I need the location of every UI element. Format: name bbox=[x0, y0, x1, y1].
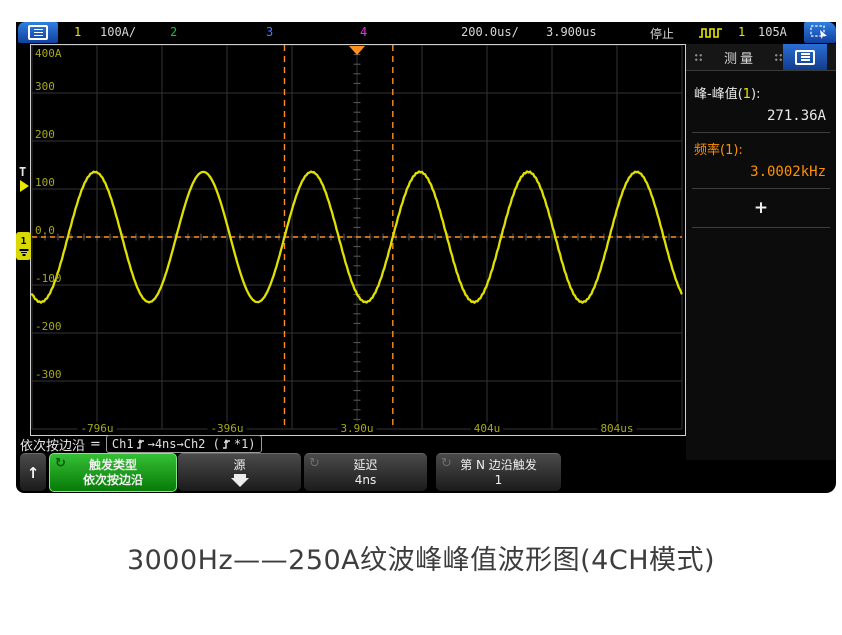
measurement-list: 峰-峰值(1): 271.36A 频率(1): 3.0002kHz + bbox=[686, 71, 836, 228]
softkey-nth-edge[interactable]: ↻ 第 N 边沿触发 1 bbox=[436, 453, 561, 491]
svg-text:-100: -100 bbox=[35, 272, 62, 285]
pointer-select-icon bbox=[810, 25, 827, 39]
svg-text:3.90u: 3.90u bbox=[340, 422, 373, 435]
delay-readout[interactable]: 3.900us bbox=[546, 25, 597, 39]
knob-rotate-icon: ↻ bbox=[55, 456, 66, 471]
run-status: 停止 bbox=[650, 27, 675, 41]
trigger-level-marker-icon[interactable] bbox=[20, 180, 29, 192]
ground-icon bbox=[19, 249, 28, 256]
svg-text:400A: 400A bbox=[35, 47, 62, 60]
pointer-tool-button[interactable] bbox=[804, 22, 836, 43]
channel1-indicator[interactable]: 1 bbox=[74, 25, 82, 39]
waveform-display[interactable]: 400A 300 200 100 0.0 -100 -200 -300 -796u -396u 3.… bbox=[30, 44, 686, 436]
divider bbox=[692, 227, 830, 228]
measurement-panel-header[interactable]: 测量 bbox=[686, 44, 836, 71]
menu-icon bbox=[28, 25, 48, 40]
svg-text:0.0: 0.0 bbox=[35, 224, 55, 237]
svg-text:200: 200 bbox=[35, 128, 55, 141]
softkey-trigger-type[interactable]: ↻ 触发类型 依次按边沿 bbox=[49, 453, 177, 492]
drag-handle-icon[interactable] bbox=[694, 53, 703, 62]
measurement-value-frequency: 3.0002kHz bbox=[750, 164, 826, 180]
knob-rotate-icon: ↻ bbox=[309, 456, 320, 471]
menu-button[interactable] bbox=[18, 22, 58, 43]
trigger-sequence-box: Ch1 →4ns→Ch2 ( *1) bbox=[105, 435, 262, 453]
equals-sign: = bbox=[90, 436, 101, 452]
softkey-delay[interactable]: ↻ 延迟 4ns bbox=[304, 453, 427, 491]
svg-text:-200: -200 bbox=[35, 320, 62, 333]
measurement-value-peak: 271.36A bbox=[766, 108, 826, 124]
down-arrow-icon bbox=[230, 474, 249, 487]
svg-text:804us: 804us bbox=[600, 422, 633, 435]
panel-menu-button[interactable] bbox=[783, 44, 827, 70]
divider bbox=[692, 132, 830, 133]
channel2-indicator[interactable]: 2 bbox=[170, 25, 178, 39]
channel1-scale[interactable]: 100A/ bbox=[100, 25, 137, 39]
svg-text:-300: -300 bbox=[35, 368, 62, 381]
trigger-pulse-icon bbox=[698, 27, 724, 42]
rising-edge-icon bbox=[222, 438, 230, 449]
measurement-label-frequency: 频率(1): bbox=[694, 143, 743, 158]
svg-text:-796u: -796u bbox=[80, 422, 113, 435]
add-measurement-button[interactable]: + bbox=[753, 198, 769, 218]
trigger-level-letter: T bbox=[19, 165, 27, 179]
svg-text:300: 300 bbox=[35, 80, 55, 93]
measurement-label-peak: 峰-峰值(1): bbox=[694, 87, 761, 102]
rising-edge-icon bbox=[136, 438, 144, 449]
waveform-plot: 400A 300 200 100 0.0 -100 -200 -300 -796u -396u 3.… bbox=[30, 44, 683, 435]
drag-handle-icon[interactable] bbox=[774, 53, 783, 62]
trigger-status-line: 依次按边沿 = Ch1 →4ns→Ch2 ( *1) bbox=[20, 435, 262, 454]
svg-text:-396u: -396u bbox=[210, 422, 243, 435]
panel-title: 测量 bbox=[724, 51, 757, 67]
channel3-indicator[interactable]: 3 bbox=[266, 25, 274, 39]
up-arrow-icon: ↑ bbox=[26, 463, 40, 482]
timebase-readout[interactable]: 200.0us/ bbox=[461, 25, 519, 39]
list-icon bbox=[795, 49, 815, 65]
figure-caption: 3000Hz——250A纹波峰峰值波形图(4CH模式) bbox=[126, 545, 716, 576]
softkey-source[interactable]: 源 bbox=[178, 453, 301, 491]
svg-text:404u: 404u bbox=[474, 422, 501, 435]
top-bar: 1 100A/ 2 3 4 200.0us/ 3.900us 停止 1 105A bbox=[16, 22, 836, 44]
softkey-back-button[interactable]: ↑ bbox=[20, 453, 46, 491]
svg-text:100: 100 bbox=[35, 176, 55, 189]
knob-rotate-icon: ↻ bbox=[441, 456, 452, 471]
softkey-bar: ↑ ↻ 触发类型 依次按边沿 源 ↻ 延迟 4ns ↻ 第 N 边沿触发 1 bbox=[16, 453, 836, 493]
trigger-level-readout[interactable]: 105A bbox=[758, 25, 787, 39]
measurement-panel: 测量 峰-峰值(1): 271.36A 频率(1): 3.0002kHz + bbox=[686, 44, 836, 460]
oscilloscope-screenshot: 1 100A/ 2 3 4 200.0us/ 3.900us 停止 1 105A… bbox=[16, 22, 836, 493]
channel1-ground-marker[interactable]: 1 bbox=[16, 232, 31, 260]
trigger-mode-label: 依次按边沿 bbox=[20, 438, 86, 454]
divider bbox=[692, 188, 830, 189]
channel4-indicator[interactable]: 4 bbox=[360, 25, 368, 39]
trigger-source-readout: 1 bbox=[738, 25, 746, 39]
